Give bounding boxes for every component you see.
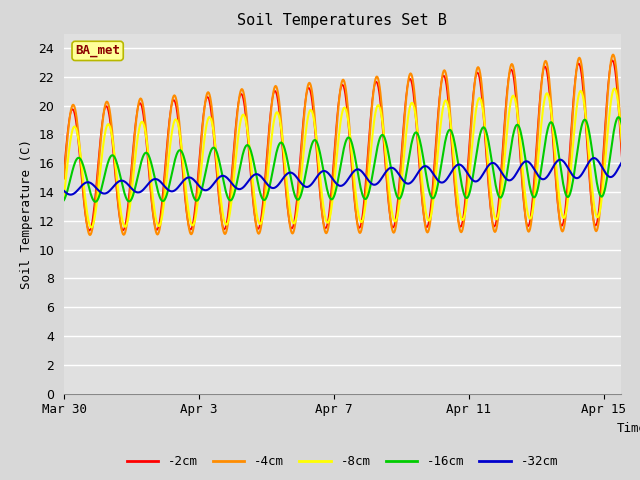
X-axis label: Time: Time xyxy=(617,422,640,435)
Y-axis label: Soil Temperature (C): Soil Temperature (C) xyxy=(20,139,33,288)
Title: Soil Temperatures Set B: Soil Temperatures Set B xyxy=(237,13,447,28)
Legend: -2cm, -4cm, -8cm, -16cm, -32cm: -2cm, -4cm, -8cm, -16cm, -32cm xyxy=(122,450,563,473)
Text: BA_met: BA_met xyxy=(75,44,120,58)
